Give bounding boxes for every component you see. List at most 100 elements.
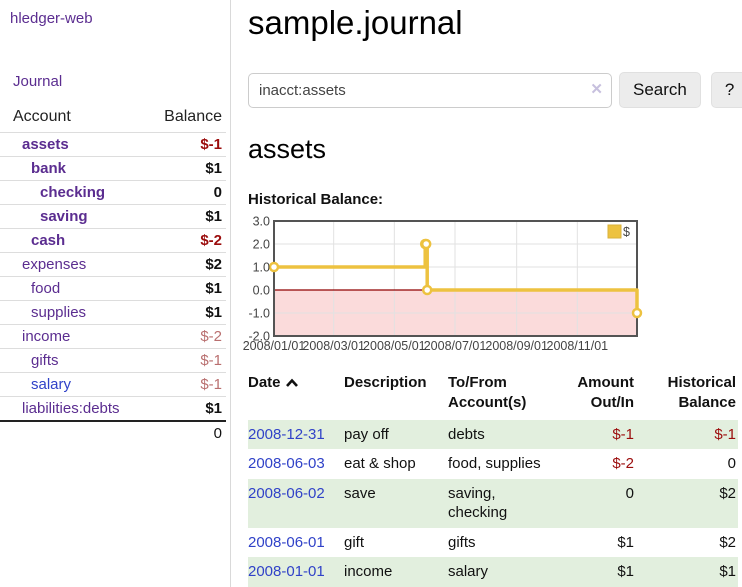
search-button[interactable]: Search <box>619 72 701 108</box>
account-link[interactable]: income <box>22 328 71 345</box>
y-tick-label: -2.0 <box>248 330 270 344</box>
account-link[interactable]: cash <box>31 232 66 249</box>
account-name-cell: assets <box>0 132 139 157</box>
amount-cell: $1 <box>617 563 634 580</box>
account-link[interactable]: salary <box>31 376 72 393</box>
legend-label: $ <box>623 225 630 239</box>
account-name-cell: expenses <box>0 252 139 277</box>
chart-canvas: $3.0 2.0 1.0 0.0 -1.0 -2.02008/01/012008/03/0… <box>243 215 643 353</box>
x-tick-label: 2008/05/01 <box>363 339 426 353</box>
account-name-cell: checking <box>0 180 139 205</box>
transaction-row: 2008-12-31 pay off debts $-1 $-1 <box>248 419 738 449</box>
description-cell: eat & shop <box>344 455 416 472</box>
account-name-cell: cash <box>0 228 139 253</box>
main-content: sample.journal ✕ Search ? assets Histori… <box>231 0 742 587</box>
account-row: cash $-2 <box>0 228 226 253</box>
balance-cell: $-1 <box>714 425 736 443</box>
sidebar: hledger-web Journal Account Balance asse… <box>0 0 231 587</box>
account-link[interactable]: bank <box>31 160 67 177</box>
transaction-date-link[interactable]: 2008-01-01 <box>248 563 325 580</box>
transaction-date-link[interactable]: 2008-12-31 <box>248 425 325 443</box>
search-form: ✕ Search ? <box>248 72 742 108</box>
amount-cell: $-2 <box>612 455 634 472</box>
y-tick-label: 0.0 <box>253 284 270 298</box>
account-balance: $-1 <box>139 132 226 157</box>
transaction-row: 2008-06-01 gift gifts $1 $2 <box>248 528 738 558</box>
column-header-date[interactable]: Date <box>248 371 344 420</box>
balance-cell: $2 <box>719 533 736 551</box>
y-tick-label: 1.0 <box>253 261 270 275</box>
date-cell: 2008-06-03 <box>248 449 344 479</box>
account-balance: $2 <box>139 252 226 277</box>
amount-cell: $1 <box>617 533 634 551</box>
account-row: bank $1 <box>0 156 226 181</box>
transaction-date-link[interactable]: 2008-06-03 <box>248 455 325 472</box>
account-name-cell: gifts <box>0 348 139 373</box>
amount-cell: $-1 <box>612 425 634 443</box>
balance-cell: $2 <box>719 484 736 502</box>
accounts-cell: food, supplies <box>448 455 541 472</box>
account-link[interactable]: expenses <box>22 256 87 273</box>
accounts-cell: debts <box>448 425 485 443</box>
account-row: salary $-1 <box>0 372 226 397</box>
y-tick-label: 3.0 <box>253 215 270 229</box>
description-cell: income <box>344 563 393 580</box>
account-name-cell: saving <box>0 204 139 229</box>
account-balance: $1 <box>139 156 226 181</box>
amount-cell: 0 <box>625 484 634 502</box>
account-row: saving $1 <box>0 204 226 229</box>
x-tick-label: 2008/03/01 <box>302 339 365 353</box>
x-tick-label: 2008/09/01 <box>485 339 548 353</box>
transaction-row: 2008-06-03 eat & shop food, supplies $-2 0 <box>248 449 738 479</box>
transaction-date-link[interactable]: 2008-06-01 <box>248 533 325 551</box>
account-row: assets $-1 <box>0 132 226 157</box>
date-cell: 2008-06-02 <box>248 479 344 528</box>
accounts-cell: gifts <box>448 533 476 551</box>
accounts-cell: saving, checking <box>448 484 508 522</box>
account-link[interactable]: checking <box>40 184 106 201</box>
description-cell: save <box>344 484 376 502</box>
account-row: food $1 <box>0 276 226 301</box>
x-tick-label: 2008/07/01 <box>424 339 487 353</box>
account-balance: $1 <box>139 204 226 229</box>
accounts-table: Account Balance assets $-1 bank $1 checking 0… <box>0 104 226 445</box>
date-cell: 2008-06-01 <box>248 528 344 558</box>
search-input[interactable] <box>248 72 612 108</box>
account-balance: $-1 <box>139 348 226 373</box>
account-link[interactable]: saving <box>40 208 88 225</box>
account-name-cell: salary <box>0 372 139 397</box>
account-balance: $1 <box>139 300 226 325</box>
x-tick-label: 2008/01/01 <box>243 339 306 353</box>
account-row: income $-2 <box>0 324 226 349</box>
transaction-date-link[interactable]: 2008-06-02 <box>248 484 325 502</box>
y-tick-label: 2.0 <box>253 238 270 252</box>
help-button[interactable]: ? <box>710 72 742 108</box>
account-balance: 0 <box>139 180 226 205</box>
clear-search-icon[interactable]: ✕ <box>590 80 603 98</box>
transactions-table: Date Description To/From Account(s) Amou… <box>248 371 738 587</box>
account-row: checking 0 <box>0 180 226 205</box>
y-tick-label: -1.0 <box>248 307 270 321</box>
transaction-row: 2008-01-01 income salary $1 $1 <box>248 557 738 587</box>
accounts-total-row: 0 <box>0 420 226 445</box>
historical-balance-chart: $3.0 2.0 1.0 0.0 -1.0 -2.0 2008/01/01 2008/03/0… <box>243 215 742 357</box>
account-name-cell: food <box>0 276 139 301</box>
account-row: supplies $1 <box>0 300 226 325</box>
sidebar-item-journal[interactable]: Journal <box>13 73 63 90</box>
description-cell: pay off <box>344 425 389 443</box>
account-balance: $1 <box>139 396 226 421</box>
column-header-amount: Amount Out/In <box>577 374 634 412</box>
account-balance: $-2 <box>139 228 226 253</box>
account-name-cell: income <box>0 324 139 349</box>
account-link[interactable]: assets <box>22 136 69 153</box>
account-link[interactable]: liabilities:debts <box>22 400 120 417</box>
account-link[interactable]: gifts <box>31 352 59 369</box>
account-link[interactable]: supplies <box>31 304 87 321</box>
account-name-cell: supplies <box>0 300 139 325</box>
account-link[interactable]: food <box>31 280 61 297</box>
account-name-cell: bank <box>0 156 139 181</box>
column-header-balance: Historical Balance <box>667 374 736 412</box>
page-title: sample.journal <box>248 4 463 41</box>
app-brand-link[interactable]: hledger-web <box>10 10 93 27</box>
account-balance: $1 <box>139 276 226 301</box>
